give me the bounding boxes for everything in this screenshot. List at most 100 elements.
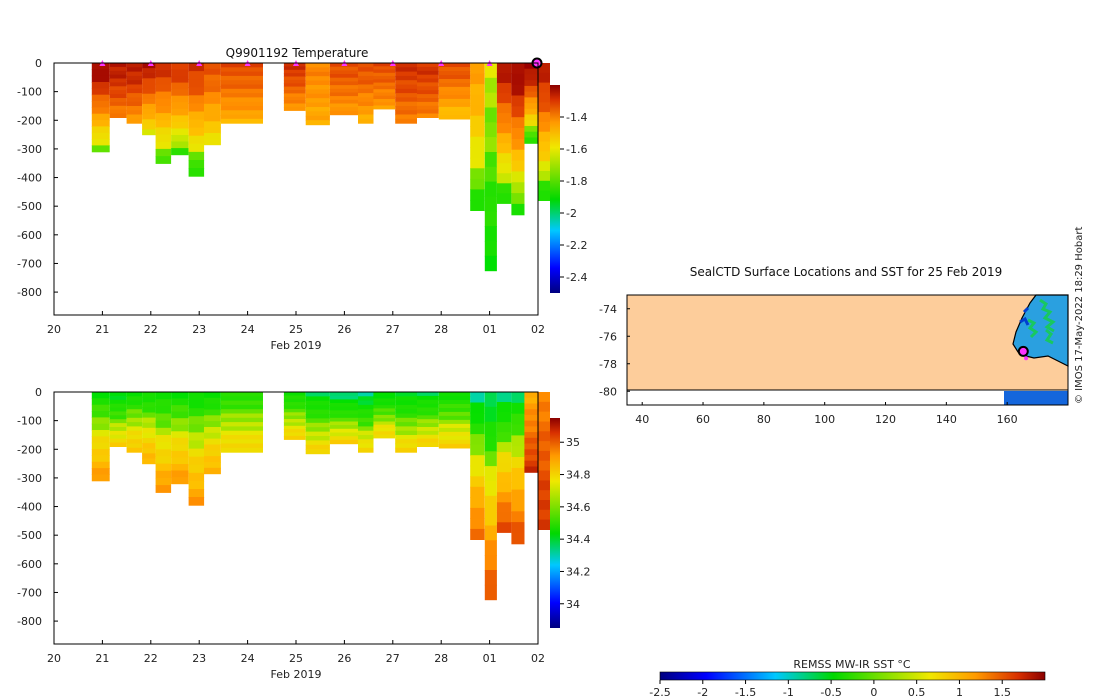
salinity-panel: 20 21 22 23 24 25 26 27 28 01 02 0 -100 -200 -300 -400…	[17, 386, 590, 681]
profile-cell	[358, 422, 374, 427]
profile-cell	[283, 395, 306, 400]
profile-cell	[395, 67, 417, 73]
profile-cell	[204, 86, 221, 93]
profile-cell	[142, 109, 156, 115]
profile-cell	[283, 73, 306, 78]
y-tick-label: -200	[17, 443, 42, 456]
profile-cell	[395, 106, 417, 111]
sst-tick-label: 1	[956, 686, 963, 699]
profile-cell	[470, 168, 485, 180]
profile-cell	[538, 470, 550, 481]
sst-tick-label: 0.5	[908, 686, 926, 699]
profile-cell	[524, 108, 538, 116]
profile-cell	[109, 66, 127, 72]
profile-cell	[438, 443, 471, 449]
profile-cell	[126, 392, 143, 397]
profile-cell	[484, 466, 497, 482]
profile-cell	[358, 417, 374, 423]
profile-cell	[417, 423, 439, 428]
profile-cell	[126, 439, 143, 445]
colorbar-tick-label: -2.2	[566, 239, 587, 252]
profile-cell	[511, 171, 525, 183]
profile-cell	[484, 137, 497, 153]
profile-cell	[204, 392, 221, 399]
profile-cell	[496, 73, 512, 84]
profile-cell	[142, 448, 156, 454]
profile-cell	[524, 409, 538, 416]
temperature-y-ticks: 0 -100 -200 -300 -400 -500 -600 -700 -800	[17, 57, 58, 299]
profile-cell	[171, 82, 189, 90]
profile-cell	[358, 430, 374, 436]
profile-cell	[283, 76, 306, 81]
x-tick-label: 22	[144, 323, 158, 336]
profile-cell	[283, 415, 306, 420]
profile-cell	[142, 443, 156, 449]
profile-cell	[470, 84, 485, 96]
profile-cell	[484, 525, 497, 541]
antarctic-land	[627, 295, 1068, 390]
profile-cell	[91, 468, 110, 475]
profile-cell	[188, 480, 205, 490]
profile-cell	[126, 63, 143, 68]
profile-cell	[221, 101, 263, 107]
temperature-profile	[109, 63, 127, 118]
profile-cell	[283, 66, 306, 71]
profile-cell	[155, 120, 172, 129]
profile-cell	[538, 401, 550, 413]
profile-cell	[171, 108, 189, 116]
profile-cell	[305, 431, 330, 437]
profile-cell	[142, 417, 156, 424]
profile-cell	[538, 72, 550, 84]
profile-cell	[155, 148, 172, 157]
profile-cell	[126, 400, 143, 406]
profile-cell	[204, 467, 221, 475]
profile-cell	[188, 135, 205, 145]
profile-cell	[171, 431, 189, 439]
y-tick-label: -500	[17, 529, 42, 542]
profile-cell	[511, 138, 525, 151]
profile-cell	[358, 97, 374, 103]
profile-cell	[221, 75, 263, 81]
sst-tick-label: -2.5	[649, 686, 670, 699]
profile-cell	[126, 67, 143, 73]
profile-cell	[204, 121, 221, 128]
salinity-profile	[358, 392, 374, 453]
profile-cell	[188, 119, 205, 129]
profile-cell	[221, 396, 263, 402]
y-tick-label: -600	[17, 229, 42, 242]
profile-cell	[155, 84, 172, 93]
y-tick-label: 0	[35, 57, 42, 70]
seal-locations	[1017, 345, 1029, 361]
profile-cell	[109, 101, 127, 107]
y-tick-label: -400	[17, 172, 42, 185]
profile-cell	[91, 404, 110, 412]
profile-cell	[142, 68, 156, 74]
profile-cell	[221, 110, 263, 116]
profile-cell	[142, 438, 156, 444]
profile-cell	[395, 422, 417, 427]
profile-cell	[470, 178, 485, 190]
profile-cell	[417, 403, 439, 409]
profile-cell	[484, 540, 497, 556]
profile-cell	[142, 397, 156, 403]
profile-cell	[305, 427, 330, 433]
profile-cell	[538, 421, 550, 432]
temperature-profile	[91, 63, 110, 153]
profile-cell	[221, 435, 263, 440]
temperature-profile	[395, 63, 417, 124]
profile-cell	[358, 426, 374, 432]
profile-cell	[109, 82, 127, 87]
profile-cell	[373, 424, 396, 429]
profile-cell	[142, 402, 156, 408]
profile-cell	[171, 69, 189, 77]
map-x-tick-label: 160	[997, 413, 1018, 426]
profile-cell	[470, 147, 485, 159]
temperature-profile	[496, 63, 512, 204]
y-tick-label: 0	[35, 386, 42, 399]
profile-cell	[171, 102, 189, 110]
profile-cell	[305, 93, 330, 99]
profile-cell	[511, 435, 525, 447]
profile-cell	[438, 75, 471, 80]
profile-cell	[188, 160, 205, 169]
profile-cell	[305, 436, 330, 441]
